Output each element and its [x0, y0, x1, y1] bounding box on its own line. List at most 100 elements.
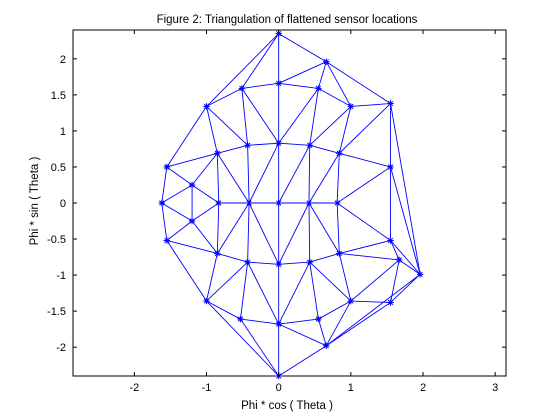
- chart-title: Figure 2: Triangulation of flattened sen…: [157, 14, 418, 26]
- sensor-marker: [245, 199, 253, 207]
- sensor-marker: [416, 271, 424, 278]
- mesh-edge: [326, 302, 391, 347]
- mesh-edge: [308, 202, 340, 254]
- y-tick-label: 1.5: [51, 90, 66, 102]
- mesh-edge: [350, 259, 400, 302]
- mesh-edge: [206, 253, 218, 302]
- mesh-edge: [278, 345, 327, 377]
- mesh-edge: [166, 166, 193, 186]
- sensor-marker: [306, 258, 313, 266]
- triangulation-mesh: [161, 33, 421, 377]
- mesh-edge: [325, 300, 352, 346]
- sensor-marker: [347, 297, 355, 305]
- mesh-edge: [206, 33, 279, 107]
- mesh-edge: [161, 184, 193, 204]
- mesh-edge: [317, 61, 327, 89]
- mesh-edge: [166, 240, 207, 302]
- mesh-edge: [191, 152, 218, 186]
- x-axis-ticks: -2 -1 0 1 2 3: [129, 30, 498, 394]
- x-axis-label: Phi * cos ( Theta ): [241, 400, 333, 412]
- mesh-edge: [339, 253, 400, 261]
- sensor-marker: [237, 315, 244, 323]
- mesh-edge: [278, 261, 311, 325]
- sensor-markers: [158, 30, 424, 380]
- x-tick-label: -1: [202, 382, 212, 394]
- mesh-edge: [339, 240, 391, 254]
- sensor-marker: [347, 103, 355, 110]
- mesh-edge: [398, 259, 421, 275]
- sensor-marker: [275, 320, 282, 328]
- y-tick-label: -1: [56, 270, 66, 282]
- sensor-marker: [275, 261, 282, 268]
- mesh-edge: [326, 274, 421, 347]
- y-tick-label: 1: [60, 126, 66, 138]
- mesh-edge: [216, 202, 250, 254]
- sensor-marker: [315, 85, 322, 92]
- mesh-edge: [247, 261, 279, 265]
- mesh-edge: [336, 202, 391, 241]
- mesh-edge: [241, 82, 279, 89]
- sensor-marker: [387, 163, 394, 171]
- y-tick-label: -0.5: [47, 234, 66, 246]
- mesh-edge: [240, 318, 279, 325]
- mesh-edge: [247, 261, 280, 325]
- sensor-marker: [188, 181, 196, 189]
- mesh-edge: [338, 103, 391, 154]
- mesh-edge: [278, 261, 310, 265]
- y-axis-ticks: -2 -1.5 -1 -0.5 0 0.5 1 1.5 2: [47, 54, 506, 354]
- mesh-edge: [217, 144, 248, 154]
- mesh-edge: [161, 202, 168, 241]
- sensor-marker: [215, 199, 222, 207]
- mesh-edge: [166, 240, 218, 254]
- sensor-marker: [158, 199, 165, 207]
- x-tick-label: -2: [129, 382, 139, 394]
- mesh-edge: [390, 240, 421, 275]
- sensor-marker: [163, 163, 171, 171]
- mesh-edge: [206, 261, 248, 302]
- sensor-marker: [387, 299, 394, 306]
- mesh-edge: [191, 202, 220, 222]
- sensor-marker: [305, 199, 313, 207]
- sensor-marker: [238, 85, 246, 92]
- mesh-edge: [350, 103, 391, 107]
- y-axis-label: Phi * sin ( Theta ): [29, 157, 41, 246]
- mesh-edge: [278, 88, 319, 144]
- sensor-marker: [203, 297, 210, 305]
- mesh-edge: [317, 318, 327, 346]
- mesh-edge: [278, 145, 311, 204]
- mesh-edge: [248, 142, 280, 204]
- sensor-marker: [333, 199, 341, 207]
- sensor-marker: [244, 142, 251, 149]
- mesh-edge: [278, 318, 319, 325]
- sensor-marker: [323, 342, 330, 349]
- mesh-edge: [308, 153, 340, 204]
- mesh-edge: [161, 166, 168, 204]
- mesh-edge: [166, 152, 218, 168]
- mesh-edge: [390, 103, 421, 275]
- y-tick-label: 0.5: [51, 162, 66, 174]
- mesh-edge: [338, 253, 352, 302]
- mesh-edge: [206, 106, 218, 154]
- x-tick-label: 0: [276, 382, 282, 394]
- mesh-edge: [390, 274, 421, 303]
- mesh-edge: [338, 106, 352, 154]
- mesh-edge: [206, 300, 241, 320]
- mesh-edge: [336, 202, 340, 254]
- mesh-edge: [339, 152, 391, 168]
- sensor-marker: [336, 250, 343, 257]
- mesh-edge: [278, 142, 310, 146]
- mesh-edge: [191, 220, 218, 254]
- sensor-marker: [306, 142, 313, 149]
- sensor-marker: [315, 315, 322, 323]
- mesh-edge: [390, 240, 400, 261]
- mesh-edge: [206, 87, 243, 107]
- mesh-edge: [309, 253, 340, 263]
- mesh-edge: [239, 262, 249, 320]
- mesh-edge: [278, 82, 319, 89]
- sensor-marker: [203, 103, 210, 110]
- x-tick-label: 1: [348, 382, 354, 394]
- mesh-edge: [217, 253, 248, 263]
- mesh-edge: [309, 106, 352, 146]
- mesh-edge: [206, 106, 248, 146]
